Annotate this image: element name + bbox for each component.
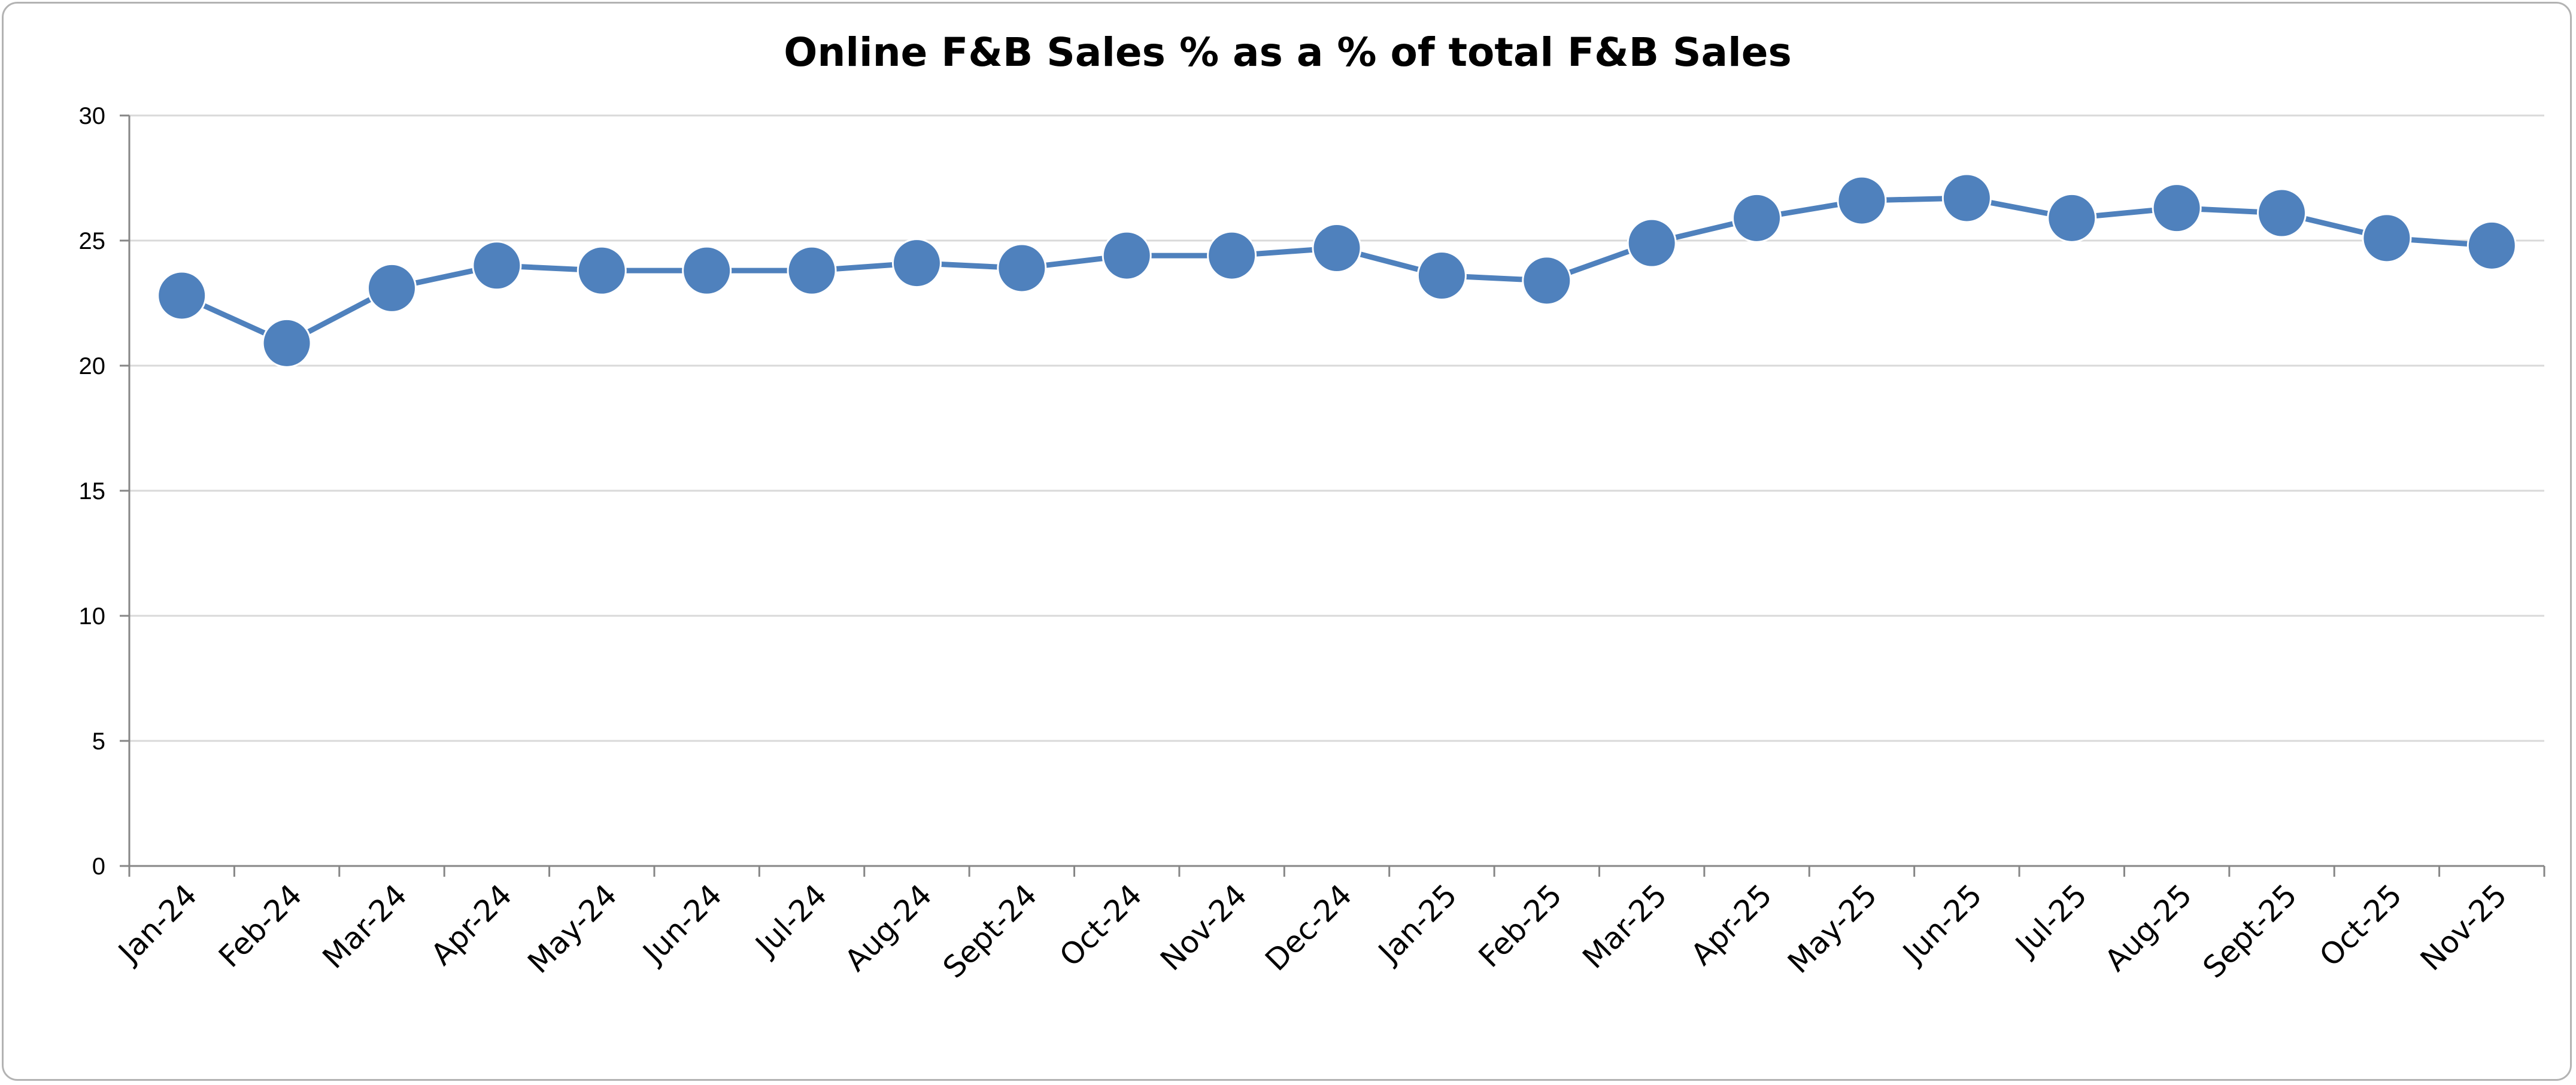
x-axis-labels: Jan-24 Feb-24 Mar-24 Apr-24 May-24 Jun-24 Jul-… (111, 877, 2514, 984)
y-axis-labels: 0 5 10 15 20 25 30 (79, 103, 106, 880)
data-point (2362, 213, 2412, 263)
data-point (2152, 183, 2202, 233)
x-tick-label: Jul-25 (2008, 877, 2094, 964)
data-point (1522, 256, 1572, 306)
data-point (1416, 251, 1467, 301)
data-point (472, 241, 522, 291)
x-tick-label: Dec-24 (1258, 877, 1358, 977)
x-tick-label: Feb-25 (1472, 877, 1568, 974)
x-tick-label: Jan-24 (111, 877, 204, 970)
x-tick-label: Jan-25 (1370, 877, 1463, 970)
data-point (1312, 223, 1362, 273)
data-point (262, 318, 312, 368)
x-tick-label: Aug-24 (838, 877, 939, 978)
axes (120, 114, 2545, 877)
data-point (891, 238, 942, 288)
data-point (2466, 220, 2517, 271)
x-tick-label: Mar-24 (316, 877, 414, 975)
x-tick-label: Feb-24 (212, 877, 308, 974)
x-tick-label: Nov-24 (1154, 877, 1254, 977)
x-tick-label: May-24 (521, 877, 624, 980)
data-point (1941, 173, 1992, 223)
x-tick-label: Sept-24 (936, 877, 1043, 984)
x-tick-label: Sept-25 (2196, 877, 2304, 984)
data-point (1207, 230, 1257, 281)
x-tick-label: Jun-25 (1895, 877, 1989, 971)
x-tick-label: Oct-25 (2313, 877, 2409, 973)
x-tick-label: Jun-24 (635, 877, 729, 971)
x-tick-label: Jul-24 (748, 877, 834, 964)
y-tick-label: 10 (79, 603, 106, 630)
data-point (366, 263, 417, 313)
series-layer (157, 173, 2517, 368)
data-point (1732, 193, 1782, 243)
x-tick-label: Mar-25 (1576, 877, 1673, 975)
x-tick-label: Apr-24 (424, 877, 519, 972)
y-tick-label: 15 (79, 478, 106, 504)
data-point (2047, 193, 2097, 243)
data-point (997, 243, 1047, 293)
chart-title: Online F&B Sales % as a % of total F&B S… (784, 29, 1792, 75)
data-point (577, 245, 627, 296)
data-point (682, 245, 732, 296)
data-point (1837, 175, 1887, 226)
data-point (787, 245, 837, 296)
y-tick-label: 20 (79, 353, 106, 379)
y-tick-label: 0 (92, 853, 105, 880)
x-tick-label: Nov-25 (2414, 877, 2514, 977)
x-tick-label: Aug-25 (2098, 877, 2199, 978)
y-tick-label: 5 (92, 728, 105, 755)
x-tick-label: Oct-24 (1053, 877, 1149, 973)
data-point (157, 271, 207, 321)
x-tick-label: May-25 (1781, 877, 1883, 980)
data-point (1102, 230, 1152, 281)
data-point (1627, 218, 1677, 268)
y-tick-label: 30 (79, 103, 106, 129)
data-point (2257, 188, 2307, 238)
y-tick-label: 25 (79, 228, 106, 254)
x-tick-label: Apr-25 (1684, 877, 1779, 972)
